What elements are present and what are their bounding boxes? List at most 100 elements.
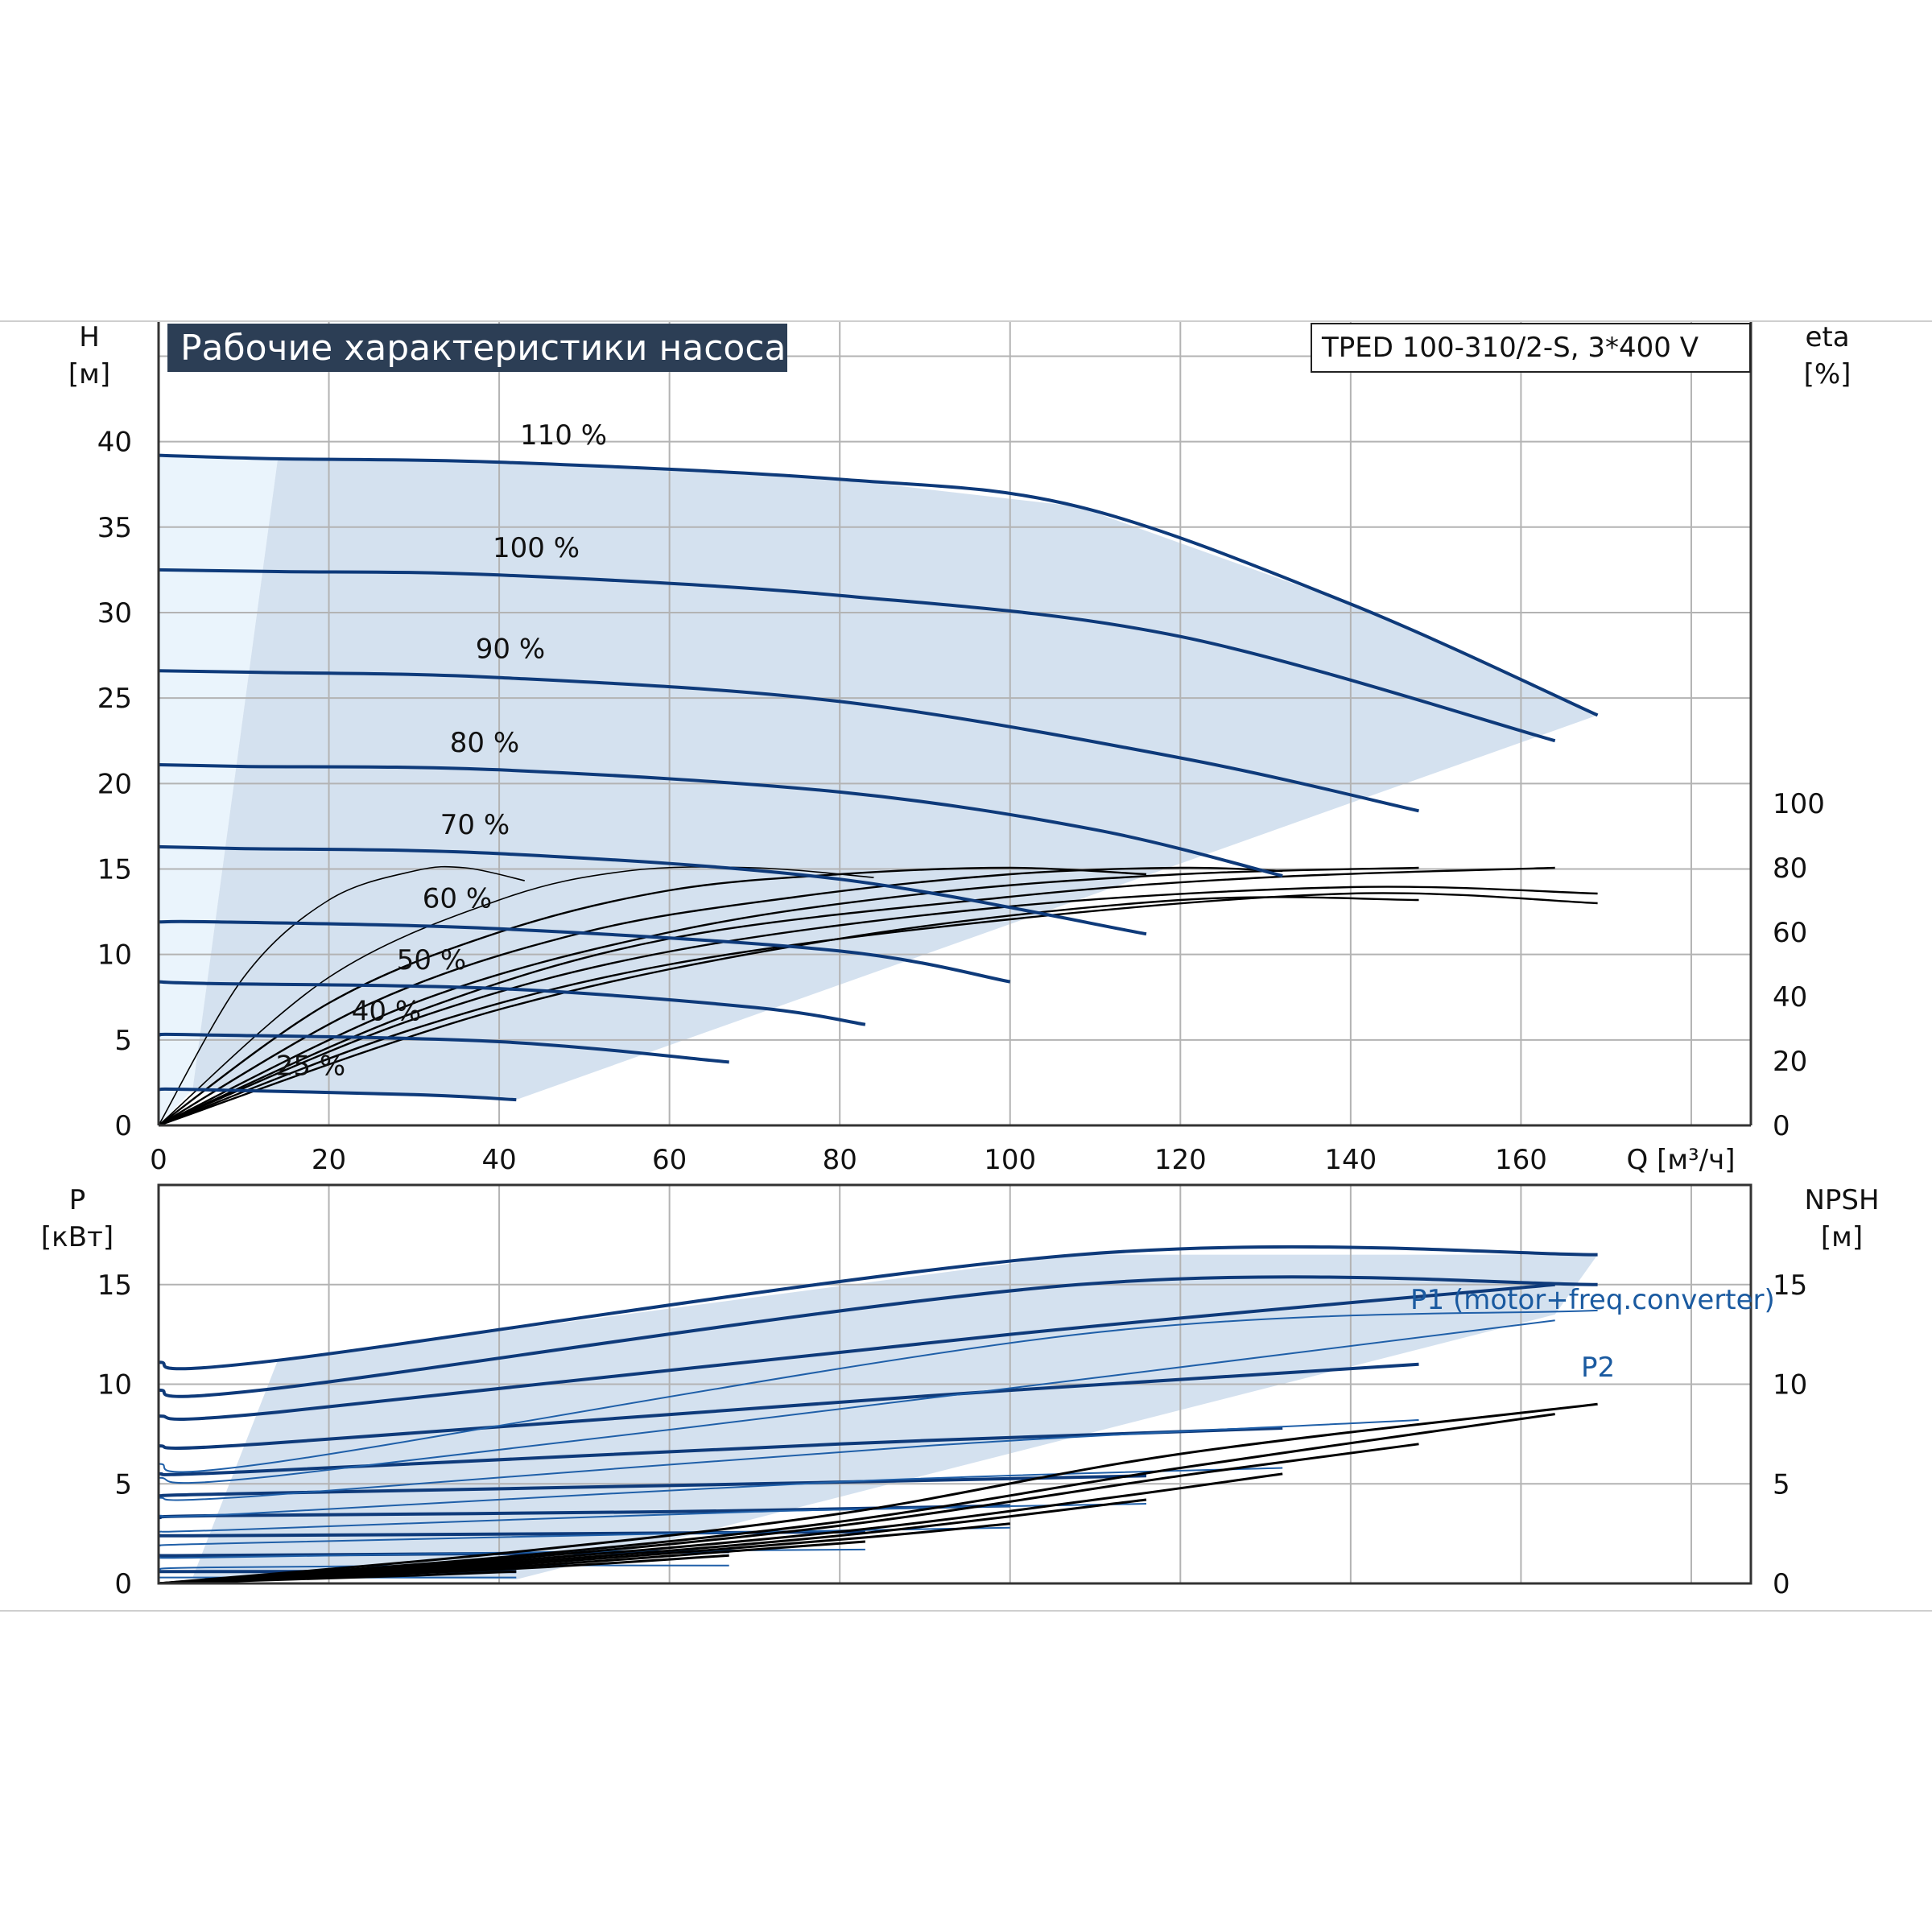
x-tick-label: 60	[652, 1144, 687, 1176]
p1-curve	[158, 1245, 1598, 1371]
efficiency-curve	[158, 896, 1419, 1127]
efficiency-curve	[158, 866, 1147, 1126]
power-area-fill	[192, 1254, 1598, 1579]
head-curve	[158, 919, 1011, 984]
p2-label: P2	[1581, 1352, 1615, 1384]
p-axis-title: P	[69, 1184, 86, 1216]
power-curves	[157, 1245, 1598, 1585]
y2-tick-label: 100	[1773, 788, 1825, 820]
y-tick-label: 40	[97, 427, 132, 459]
low-flow-zone	[159, 455, 279, 1125]
x-tick-label: 40	[481, 1144, 516, 1176]
model-box	[1311, 323, 1751, 373]
efficiency-curves	[158, 865, 1598, 1127]
y-tick-label: 5	[114, 1025, 132, 1057]
head-panel: 110 % 100 % 90 % 80 % 70 % 60 % 50 % 40 %25 % 0…	[68, 321, 1852, 1176]
y2-tick-label: 80	[1773, 852, 1807, 885]
power-panel: 0 5 10 15 0 5 10 15 P [кВт] NPSH [м] P1 (motor+…	[41, 1183, 1880, 1600]
npsh-tick-label: 5	[1773, 1468, 1790, 1501]
efficiency-curve	[158, 886, 1598, 1127]
speed-label: 80 %	[450, 727, 519, 759]
x-tick-label: 140	[1324, 1144, 1377, 1176]
y-tick-label: 25	[97, 683, 132, 715]
operating-area	[159, 455, 1598, 1125]
npsh-curve	[158, 1413, 1555, 1585]
head-curve	[158, 980, 866, 1026]
y2-tick-label: 20	[1773, 1046, 1807, 1078]
p-tick-label: 10	[97, 1369, 132, 1402]
y-tick-label: 15	[97, 853, 132, 886]
speed-label: 100 %	[493, 532, 580, 564]
p2-curve	[158, 1503, 1147, 1533]
speed-label: 40 %	[352, 995, 421, 1027]
x-tick-label: 100	[984, 1144, 1036, 1176]
y-tick-label: 10	[97, 939, 132, 972]
head-curve	[158, 568, 1556, 743]
npsh-curve	[158, 1402, 1598, 1585]
speed-label: 25 %	[276, 1050, 345, 1082]
npsh-tick-label: 15	[1773, 1269, 1807, 1302]
y-axis-title: H	[79, 321, 100, 353]
head-curve	[158, 763, 1283, 877]
y-tick-label: 35	[97, 512, 132, 544]
y2-tick-label: 40	[1773, 981, 1807, 1013]
y-tick-label: 20	[97, 768, 132, 800]
x-tick-label: 80	[823, 1144, 857, 1176]
efficiency-curve	[158, 866, 1283, 1127]
head-tick-labels: 0 5 10 15 20 25 30 35 40 0 20 40 60 80 100 0 20 40 60 80 100…	[97, 427, 1825, 1176]
p1-curve	[158, 1282, 1555, 1421]
model-label: TPED 100-310/2-S, 3*400 V	[1321, 332, 1699, 364]
title-box	[167, 324, 787, 372]
efficiency-curve	[158, 866, 1419, 1127]
y2-axis-title: eta	[1805, 321, 1849, 353]
speed-label: 110 %	[520, 419, 607, 452]
x-tick-label: 0	[150, 1144, 167, 1176]
speed-label: 90 %	[476, 633, 545, 665]
p1-curve	[158, 1426, 1283, 1476]
power-frame-rect	[157, 1183, 1752, 1585]
y2-axis-unit: [%]	[1804, 358, 1852, 390]
p2-curve	[158, 1526, 1010, 1546]
power-frame	[157, 1183, 1752, 1585]
p2-curve	[158, 1467, 1283, 1518]
p-axis-unit: [кВт]	[41, 1221, 114, 1253]
efficiency-curve	[158, 866, 1555, 1127]
x-tick-label: 160	[1495, 1144, 1547, 1176]
head-frame	[157, 322, 1752, 1127]
npsh-axis-title: NPSH	[1804, 1184, 1879, 1216]
p2-curve	[158, 1309, 1598, 1473]
chart-title: Рабочие характеристики насоса	[180, 328, 786, 369]
speed-label: 70 %	[440, 809, 510, 841]
y-tick-label: 0	[114, 1110, 132, 1142]
p2-curve	[158, 1419, 1419, 1501]
npsh-tick-label: 10	[1773, 1369, 1807, 1402]
p1-curve	[158, 1275, 1598, 1398]
p1-label: P1 (motor+freq.converter)	[1410, 1284, 1775, 1316]
y2-tick-label: 60	[1773, 917, 1807, 949]
power-tick-labels: 0 5 10 15 0 5 10 15	[97, 1269, 1808, 1600]
p2-curve	[158, 1319, 1555, 1484]
p1-curve	[158, 1474, 1147, 1498]
p1-curve	[158, 1362, 1419, 1450]
x-tick-label: 20	[312, 1144, 346, 1176]
head-curve	[158, 844, 1147, 936]
p-tick-label: 15	[97, 1269, 132, 1302]
power-operating-area	[192, 1254, 1598, 1579]
speed-label: 50 %	[397, 944, 466, 976]
npsh-tick-label: 0	[1773, 1568, 1790, 1600]
x-axis-title: Q [м³/ч]	[1627, 1144, 1736, 1176]
x-tick-label: 120	[1154, 1144, 1207, 1176]
head-curve	[158, 1032, 729, 1064]
head-curve	[158, 453, 1599, 717]
y-tick-label: 30	[97, 597, 132, 630]
efficiency-curve	[158, 865, 525, 1126]
npsh-curve	[158, 1570, 517, 1585]
y2-tick-label: 0	[1773, 1110, 1790, 1142]
head-curves: 110 % 100 % 90 % 80 % 70 % 60 % 50 % 40 %25 %	[158, 419, 1599, 1102]
p-tick-label: 5	[114, 1468, 132, 1501]
head-curve	[158, 669, 1419, 813]
speed-label: 60 %	[423, 882, 492, 914]
npsh-axis-unit: [м]	[1821, 1221, 1863, 1253]
efficiency-curve	[158, 866, 874, 1126]
